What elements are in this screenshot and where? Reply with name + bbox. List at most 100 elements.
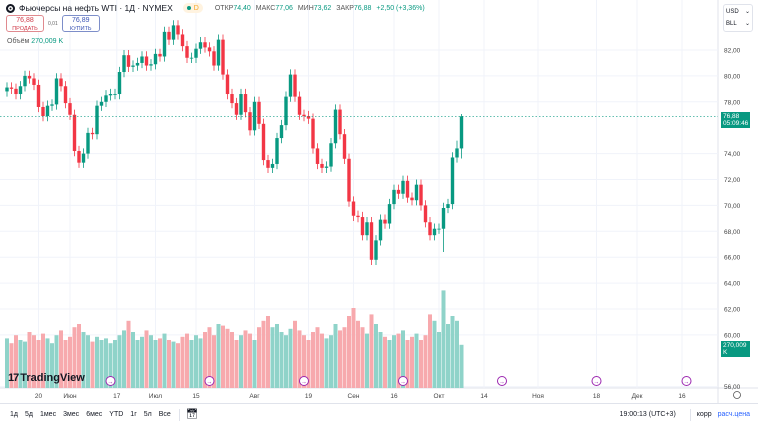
period-5y[interactable]: 5л	[143, 411, 152, 418]
settings-gear-icon[interactable]	[733, 391, 741, 399]
volume-bar	[243, 330, 248, 388]
divider	[689, 408, 691, 421]
period-5d[interactable]: 5д	[24, 411, 33, 418]
volume-bar	[122, 330, 126, 388]
sell-button[interactable]: 76,88 ПРОДАТЬ	[6, 15, 44, 32]
candle-body	[459, 116, 464, 149]
candle-body	[356, 215, 360, 218]
candle-body	[203, 42, 207, 48]
candle-body	[383, 219, 387, 224]
clock-time[interactable]: 19:00:13 (UTC+3)	[619, 411, 676, 418]
x-tick-label: 18	[593, 393, 601, 400]
candle-body	[437, 228, 441, 230]
volume-bar	[257, 327, 261, 388]
volume-bar	[333, 324, 338, 388]
volume-bar	[90, 341, 95, 388]
event-arrow-icon: →	[400, 379, 406, 385]
period-6m[interactable]: 6мес	[86, 411, 103, 418]
candle-body	[324, 166, 329, 168]
period-3m[interactable]: 3мес	[63, 411, 80, 418]
volume-bar	[63, 340, 68, 388]
period-1y[interactable]: 1г	[130, 411, 137, 418]
chart-header: Фьючерсы на нефть WTI · 1Д · NYMEX D ОТК…	[6, 3, 428, 13]
adjustment-toggle[interactable]: корр	[696, 411, 712, 418]
volume-bar	[117, 335, 122, 388]
event-marker-icon[interactable]	[299, 376, 309, 386]
volume-bar	[396, 333, 401, 388]
candle-body	[288, 74, 293, 97]
candle-body	[104, 95, 108, 102]
volume-bar	[131, 332, 135, 388]
volume-bar	[198, 338, 203, 388]
event-marker-icon[interactable]	[204, 376, 215, 386]
volume-bar	[374, 324, 378, 388]
y-tick-label: 56,00	[724, 384, 741, 391]
x-tick-label: 16	[678, 393, 686, 400]
event-arrow-icon: →	[301, 379, 307, 385]
candle-body	[311, 118, 315, 149]
volume-bar	[41, 333, 45, 388]
buy-button[interactable]: 76,89 КУПИТЬ	[61, 15, 100, 32]
buy-label: КУПИТЬ	[69, 26, 92, 32]
tradingview-logo[interactable]: 17 TradingView	[8, 372, 85, 384]
event-marker-icon[interactable]	[591, 376, 602, 386]
change-value: +2,50 (+3,36%)	[376, 4, 425, 12]
volume-bar	[293, 320, 297, 388]
trade-buttons: 76,88 ПРОДАТЬ 0,01 76,89 КУПИТЬ	[6, 15, 100, 32]
candle-body	[333, 109, 338, 144]
sell-price: 76,88	[16, 17, 34, 24]
volume-axis-value: 270,009 K	[723, 342, 747, 356]
volume-bar	[216, 324, 221, 388]
period-all[interactable]: Все	[158, 411, 171, 418]
volume-bar	[432, 320, 437, 388]
settlement-price-toggle[interactable]: расч.цена	[717, 411, 750, 418]
volume-bar	[455, 320, 459, 388]
volume-bar	[77, 324, 81, 388]
candle-body	[396, 189, 401, 194]
event-marker-icon[interactable]	[105, 376, 116, 386]
event-marker-icon[interactable]	[497, 376, 507, 386]
volume-bar	[248, 333, 252, 388]
candle-body	[342, 134, 347, 159]
volume-bar	[167, 340, 171, 388]
candle-body	[347, 158, 351, 202]
bottom-toolbar: 1д 5д 1мес 3мес 6мес YTD 1г 5л Все 📅︎ 19…	[0, 403, 758, 425]
candle-body	[117, 72, 122, 95]
candle-body	[419, 184, 423, 206]
period-1d[interactable]: 1д	[10, 411, 18, 418]
candle-body	[185, 46, 189, 58]
currency-dropdown[interactable]: USD ⌄	[726, 6, 750, 18]
candle-body	[293, 74, 297, 97]
period-ytd[interactable]: YTD	[109, 411, 124, 418]
candle-body	[144, 56, 149, 66]
currency-value: USD	[726, 9, 739, 15]
volume-bar	[266, 316, 270, 388]
volume-bar	[5, 338, 9, 388]
volume-bar	[113, 340, 117, 388]
volume-legend[interactable]: Объём 270,009 K	[7, 38, 63, 45]
volume-bar	[365, 333, 369, 388]
candle-body	[374, 240, 378, 260]
event-marker-icon[interactable]	[681, 376, 692, 386]
symbol-title[interactable]: Фьючерсы на нефть WTI · 1Д · NYMEX	[19, 3, 173, 13]
last-price-label: 76,88 05:09:46	[721, 112, 750, 128]
volume-bar	[302, 335, 306, 388]
market-status-badge[interactable]: D	[182, 3, 203, 13]
volume-bar	[450, 316, 455, 388]
candle-body	[446, 204, 450, 208]
candle-body	[162, 31, 167, 57]
unit-dropdown[interactable]: BLL ⌄	[726, 18, 750, 30]
period-1m[interactable]: 1мес	[39, 411, 57, 418]
last-price: 76,88	[723, 113, 740, 120]
candle-body	[59, 78, 63, 87]
candle-body	[455, 148, 459, 158]
volume-bar	[50, 343, 54, 388]
event-marker-icon[interactable]	[398, 376, 408, 386]
candle-body	[378, 219, 383, 241]
x-tick-label: 14	[480, 393, 488, 400]
price-chart[interactable]: 82,00 80,00 78,00 74,00 72,00 70,00 68,00 66,00…	[0, 0, 758, 403]
volume-bar	[140, 336, 144, 388]
x-tick-label: 16	[390, 393, 398, 400]
calendar-icon[interactable]: 📅︎	[185, 409, 199, 420]
x-tick-label: Июн	[63, 393, 77, 400]
